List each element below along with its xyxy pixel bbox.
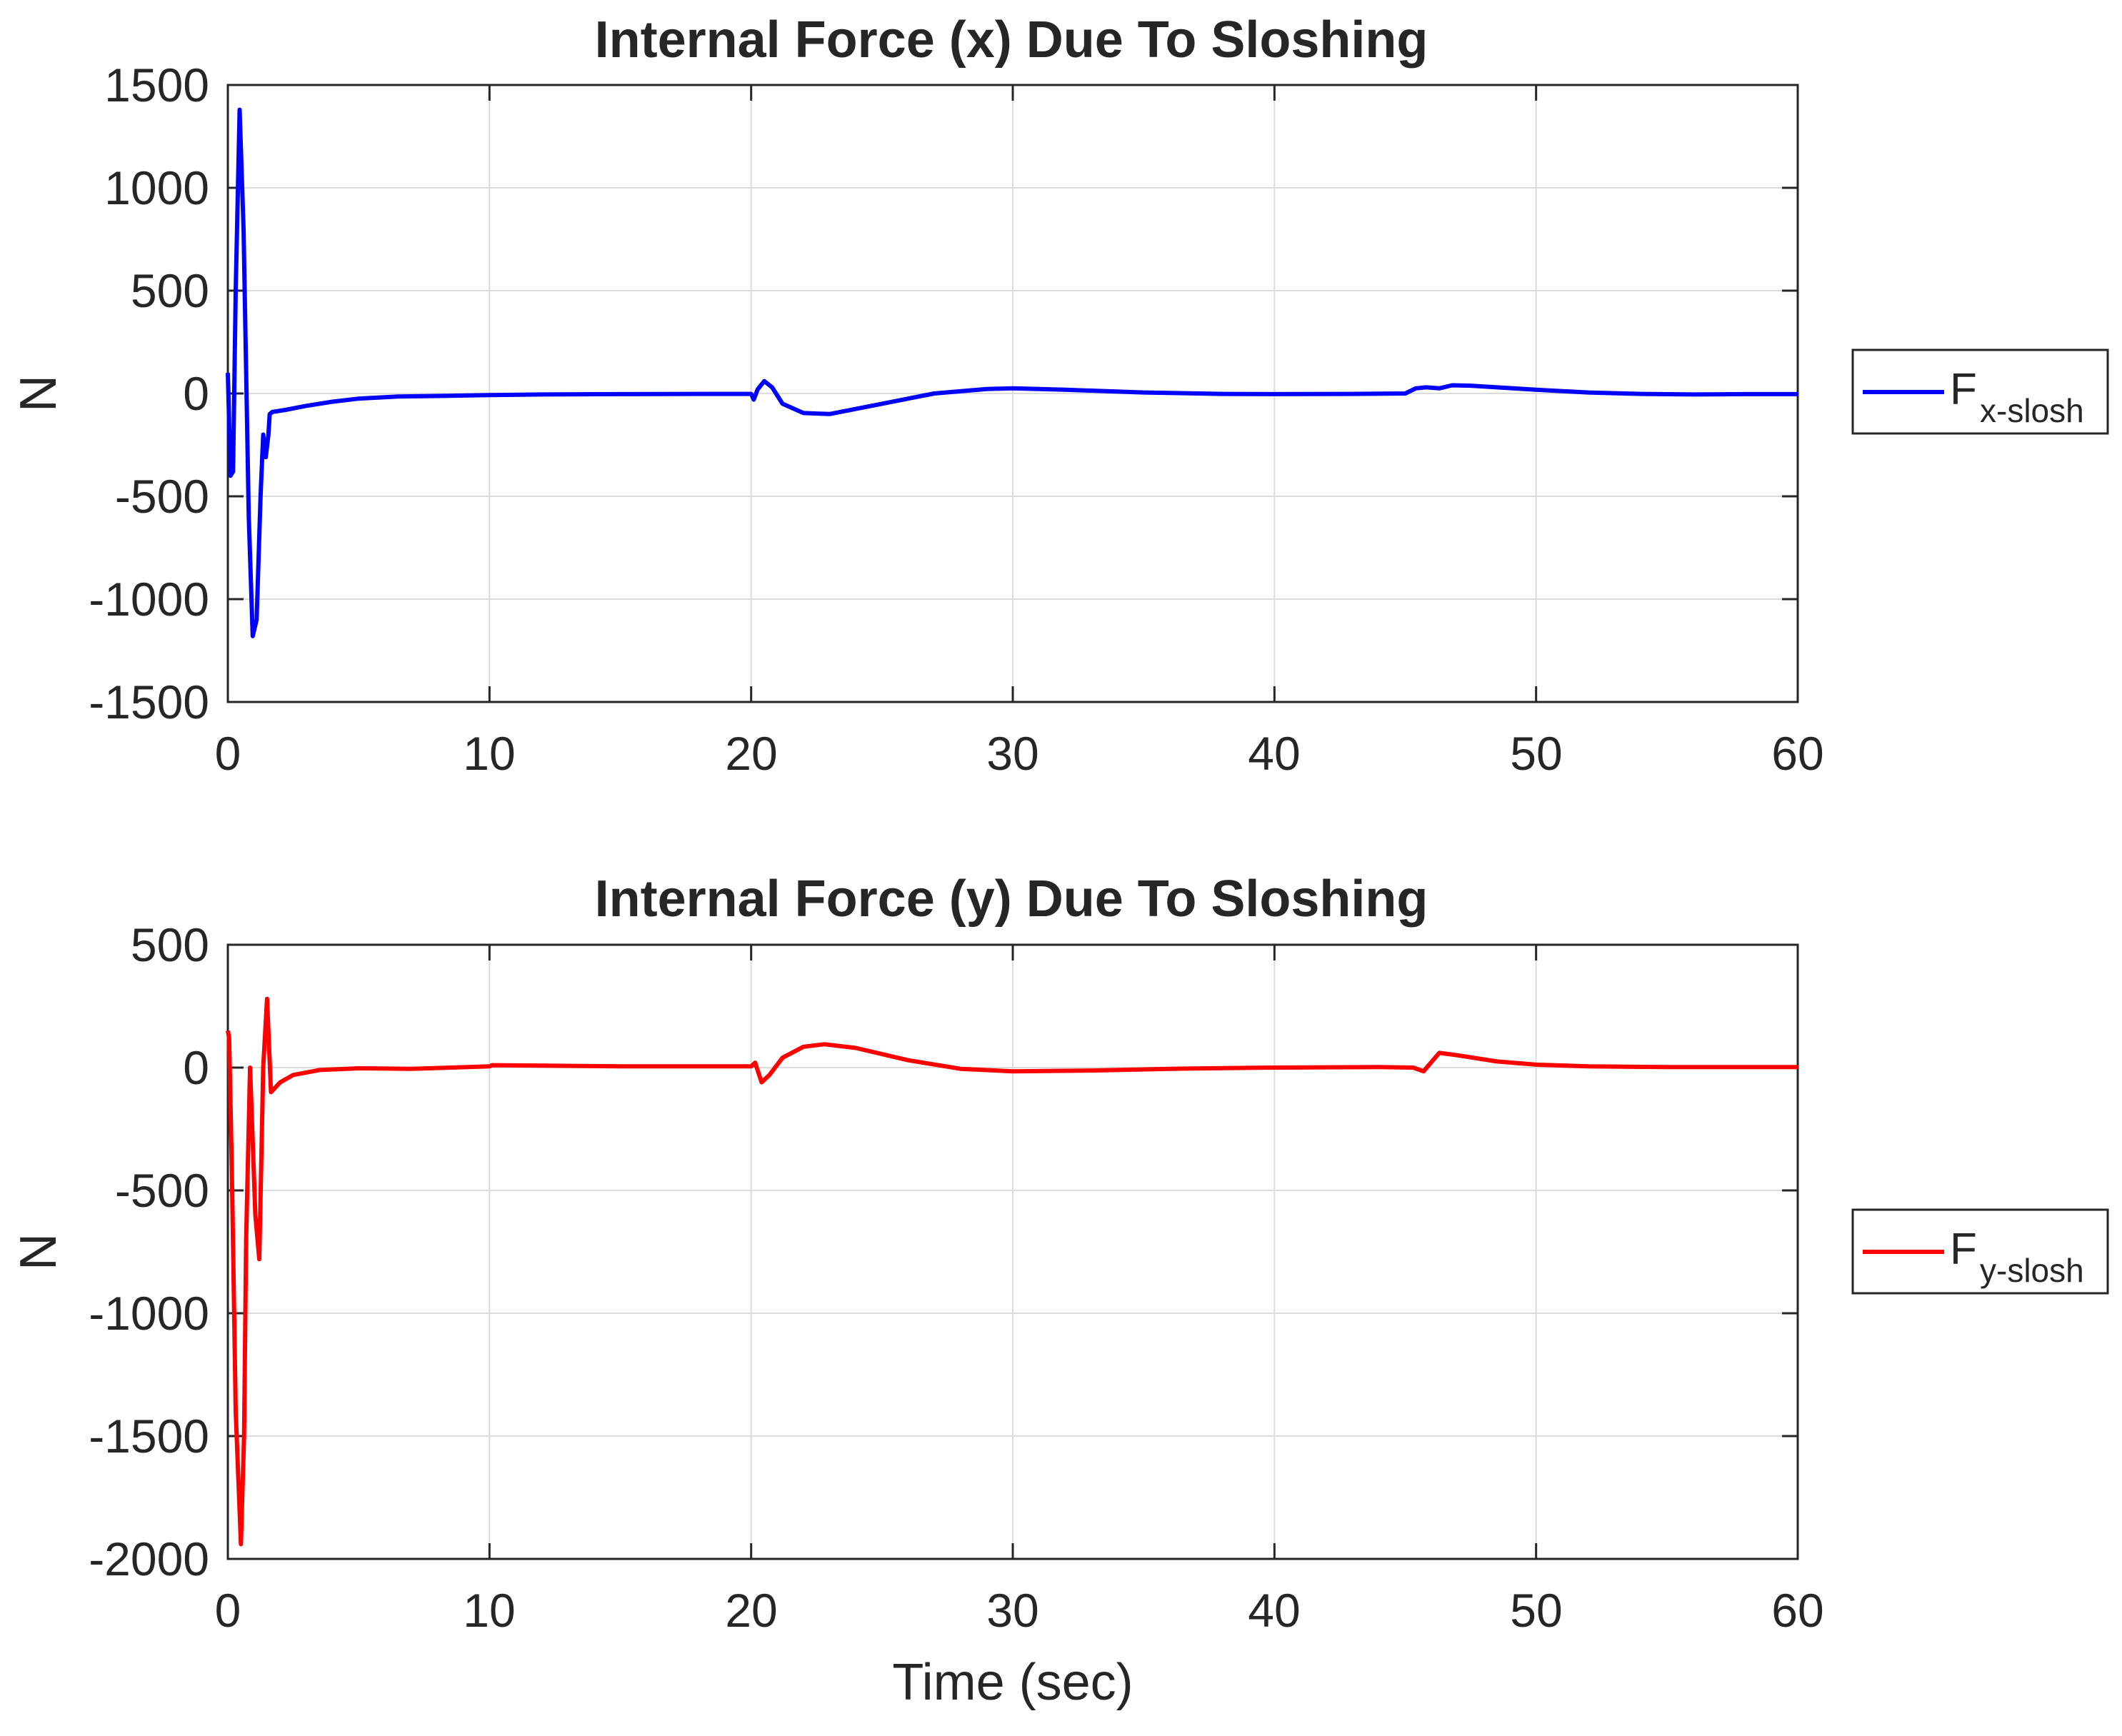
x-tick-label: 0 — [215, 1584, 241, 1637]
subplot-x: Internal Force (x) Due To Sloshing 1500 … — [10, 11, 2109, 780]
x-tick-label: 20 — [725, 1584, 777, 1637]
y-tick-label: 0 — [183, 367, 209, 420]
x-tick-label: 50 — [1510, 727, 1562, 780]
legend-label-main: F — [1950, 365, 1977, 414]
subplot-y: Internal Force (y) Due To Sloshing 500 0… — [10, 870, 2109, 1711]
legend-label-sub: x-slosh — [1980, 392, 2084, 429]
chart-title-y: Internal Force (y) Due To Sloshing — [595, 870, 1428, 928]
y-axis-label-x: N — [10, 375, 67, 412]
y-tick-label: -500 — [115, 1164, 209, 1217]
x-tick-label: 40 — [1248, 727, 1300, 780]
y-tick-label: 500 — [131, 264, 209, 317]
y-tick-label: -2000 — [89, 1532, 209, 1585]
y-tick-label: -1500 — [89, 676, 209, 728]
y-tick-label: 500 — [131, 918, 209, 971]
x-tick-label: 30 — [986, 727, 1039, 780]
legend-label-sub: y-slosh — [1980, 1252, 2084, 1289]
y-axis-label-y: N — [10, 1233, 67, 1270]
x-axis-label: Time (sec) — [892, 1654, 1133, 1711]
y-tick-label: -1500 — [89, 1410, 209, 1462]
y-tick-label: 0 — [183, 1041, 209, 1094]
y-tick-label: -500 — [115, 470, 209, 523]
x-tick-label: 60 — [1771, 1584, 1823, 1637]
y-tick-label: -1000 — [89, 573, 209, 626]
x-tick-label: 10 — [463, 1584, 515, 1637]
x-tick-label: 10 — [463, 727, 515, 780]
x-tick-label: 30 — [986, 1584, 1039, 1637]
series-line-fy-slosh — [226, 996, 1798, 1547]
x-tick-label: 20 — [725, 727, 777, 780]
x-tick-label: 50 — [1510, 1584, 1562, 1637]
legend-x: F x-slosh — [1851, 348, 2109, 435]
x-tick-label: 0 — [215, 727, 241, 780]
series-line-fx-slosh — [226, 107, 1798, 638]
x-tick-label: 40 — [1248, 1584, 1300, 1637]
chart-title-x: Internal Force (x) Due To Sloshing — [595, 11, 1428, 69]
legend-label-main: F — [1950, 1225, 1977, 1274]
y-tick-label: -1000 — [89, 1287, 209, 1340]
y-tick-label: 1000 — [104, 161, 209, 214]
x-tick-label: 60 — [1771, 727, 1823, 780]
y-tick-label: 1500 — [104, 59, 209, 111]
legend-y: F y-slosh — [1851, 1208, 2109, 1295]
